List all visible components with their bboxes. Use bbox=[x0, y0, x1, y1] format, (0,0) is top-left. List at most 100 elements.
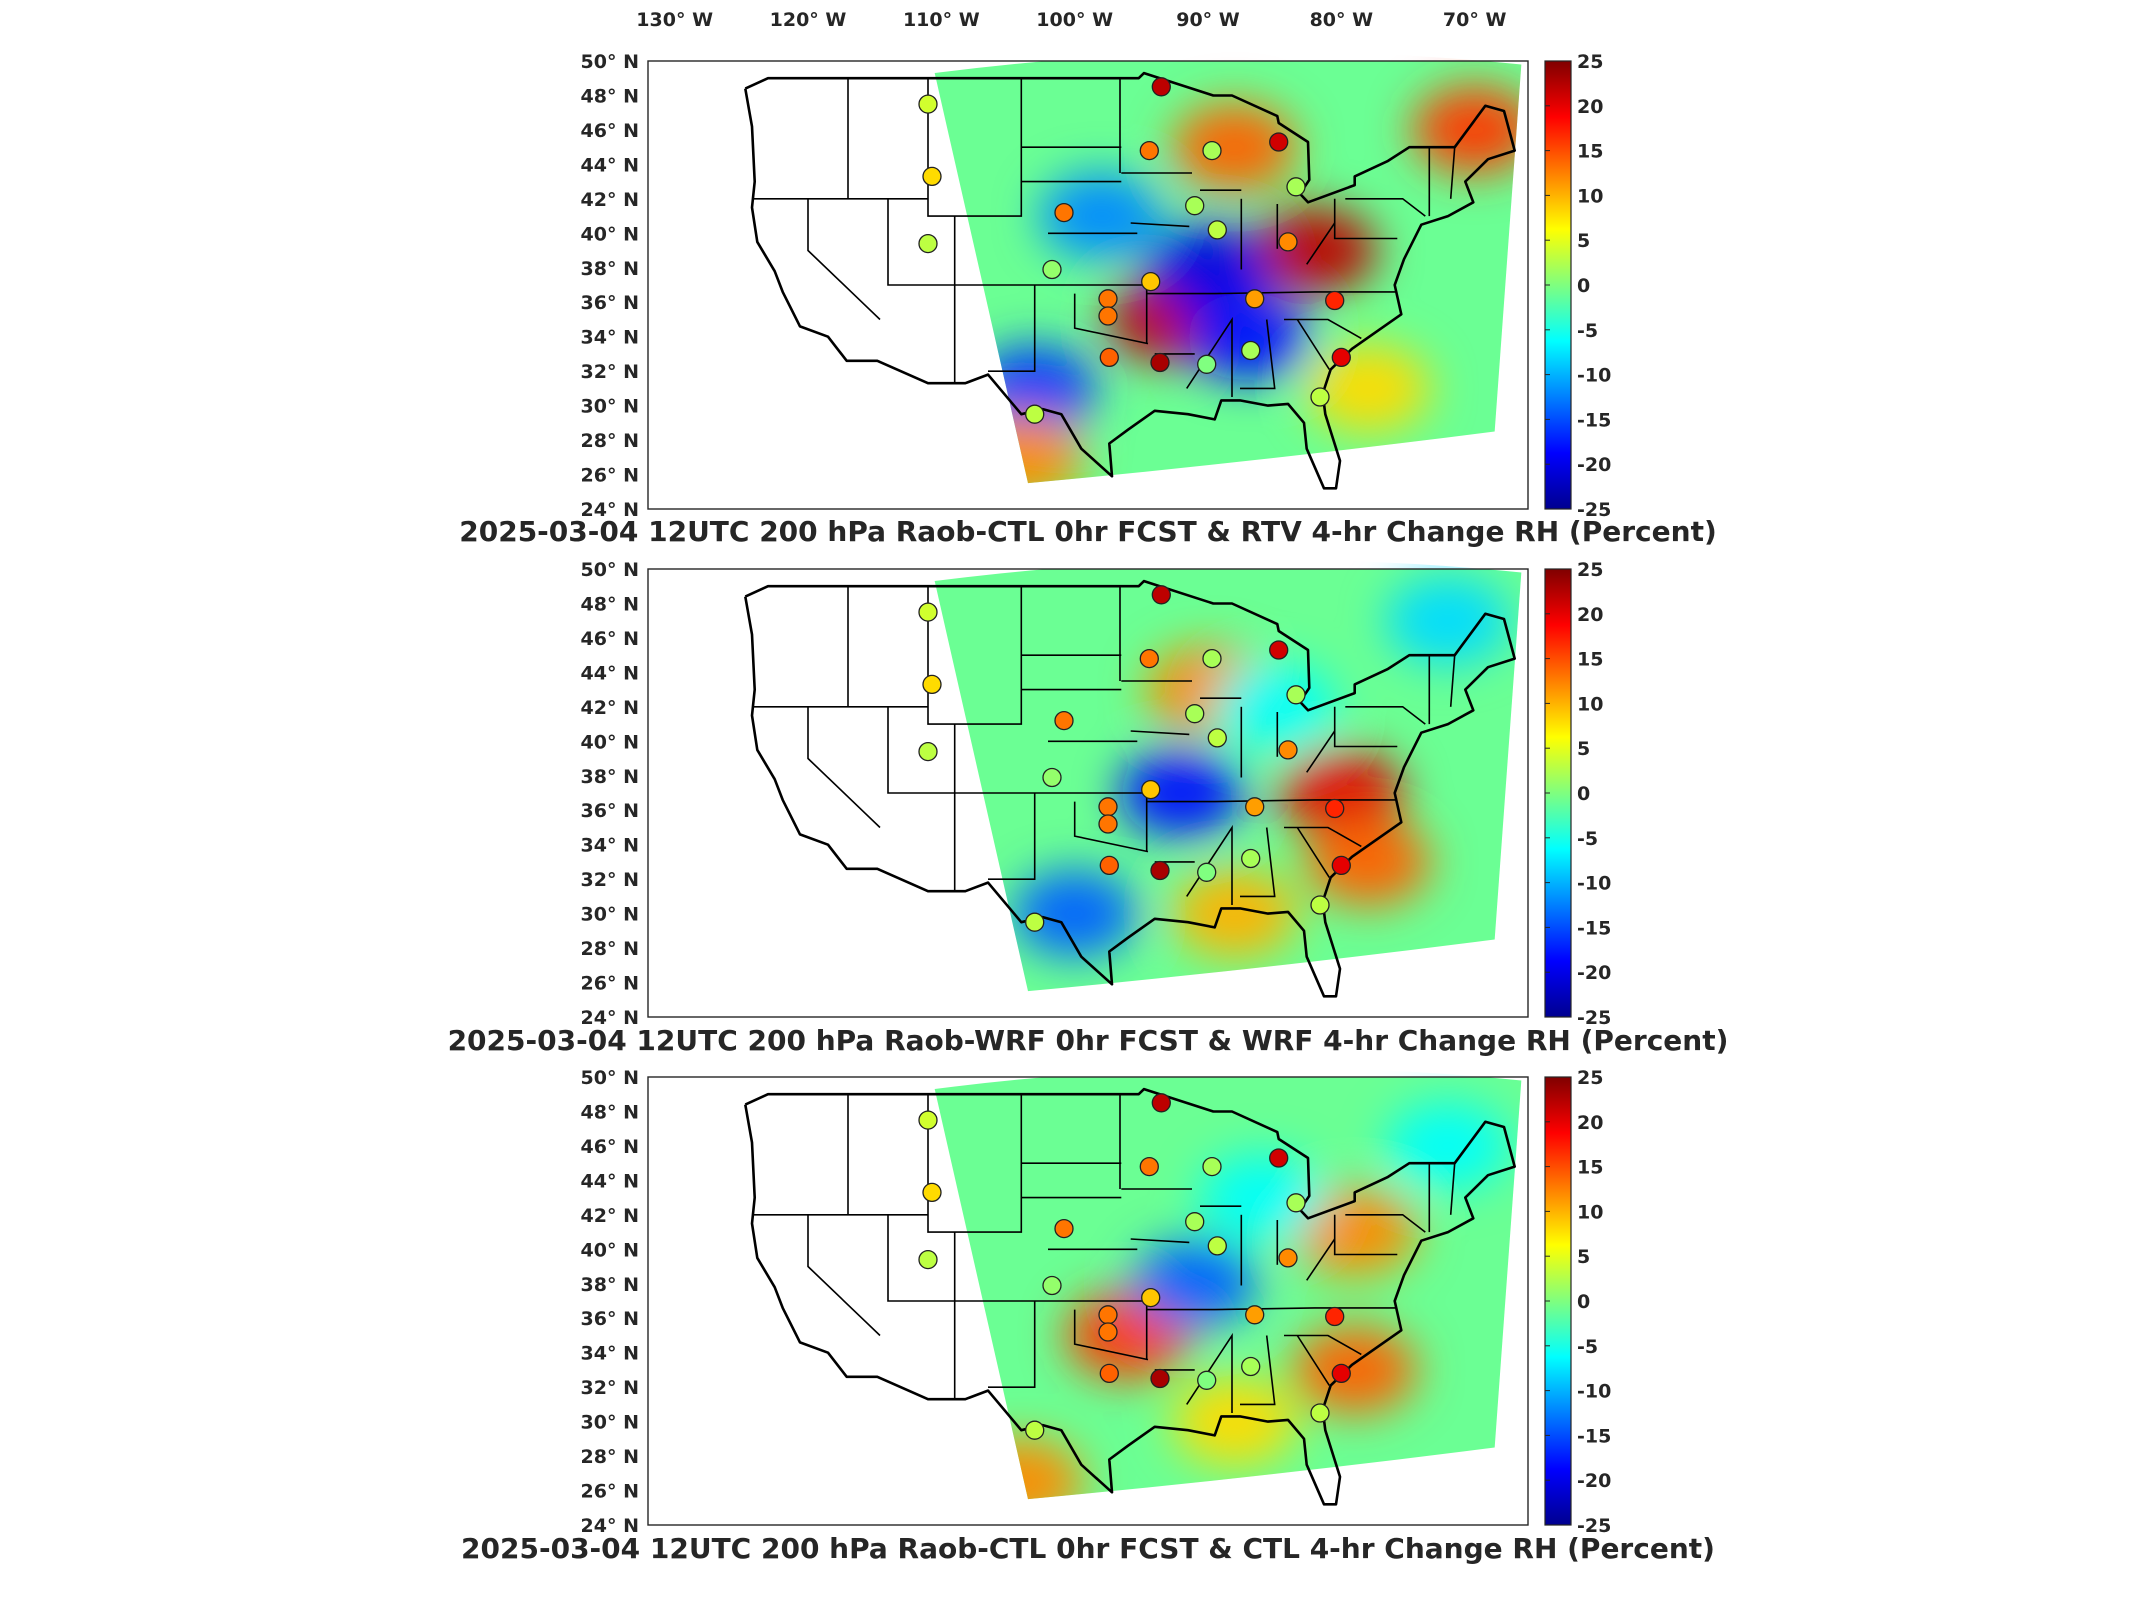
colorbar-tick-label: 5 bbox=[1577, 738, 1590, 760]
state-boundary bbox=[1296, 827, 1330, 878]
colorbar-tick-label: 5 bbox=[1577, 1246, 1590, 1268]
field-anomaly bbox=[1172, 869, 1297, 958]
field-anomaly bbox=[1386, 1101, 1510, 1190]
field-anomaly bbox=[1306, 344, 1430, 433]
colorbar-tick-label: -10 bbox=[1577, 1381, 1611, 1403]
lat-tick-label: 30° N bbox=[581, 904, 639, 926]
lat-tick-label: 42° N bbox=[581, 1205, 639, 1227]
colorbar-tick-label: -5 bbox=[1577, 1336, 1598, 1358]
colorbar-tick-label: 25 bbox=[1577, 559, 1603, 581]
field-anomaly bbox=[1119, 749, 1244, 837]
raob-station-marker bbox=[1245, 1305, 1265, 1325]
colorbar-tick-label: 20 bbox=[1577, 1112, 1603, 1134]
raob-station-marker bbox=[1207, 220, 1227, 240]
colorbar-tick-label: 5 bbox=[1577, 230, 1590, 252]
lat-tick-label: 36° N bbox=[581, 292, 639, 314]
raob-station-marker bbox=[1202, 140, 1222, 161]
colorbar-tick-label: -15 bbox=[1577, 1425, 1611, 1447]
lat-tick-label: 36° N bbox=[581, 800, 639, 822]
colorbar-tick-label: 15 bbox=[1577, 141, 1603, 163]
state-boundary bbox=[1073, 801, 1149, 853]
colorbar-tick-label: 15 bbox=[1577, 1157, 1603, 1179]
raob-station-marker bbox=[1185, 1212, 1205, 1232]
state-boundary bbox=[1240, 1335, 1276, 1406]
colorbar-tick-label: -25 bbox=[1577, 1515, 1611, 1537]
lat-tick-label: 46° N bbox=[581, 628, 639, 650]
state-boundary bbox=[1284, 318, 1362, 340]
colorbar-tick-label: -25 bbox=[1577, 499, 1611, 521]
state-boundary bbox=[1130, 730, 1190, 736]
colorbar-tick-label: -10 bbox=[1577, 365, 1611, 387]
field-anomaly bbox=[1132, 1239, 1257, 1328]
raob-station-marker bbox=[1025, 404, 1045, 424]
state-boundary bbox=[1073, 293, 1149, 345]
raob-station-marker bbox=[1042, 1275, 1062, 1296]
raob-station-marker bbox=[922, 674, 942, 695]
state-boundary bbox=[887, 198, 1048, 286]
state-boundary bbox=[1240, 319, 1276, 390]
lat-tick-label: 36° N bbox=[581, 1308, 639, 1330]
lat-tick-label: 40° N bbox=[581, 731, 639, 753]
lat-tick-label: 28° N bbox=[581, 938, 639, 960]
field-anomaly bbox=[1186, 292, 1310, 381]
raob-station-marker bbox=[918, 602, 938, 622]
state-boundary bbox=[1345, 1214, 1426, 1233]
plot-frame bbox=[647, 60, 1529, 510]
raob-station-marker bbox=[1202, 1156, 1222, 1177]
raob-station-marker bbox=[1202, 648, 1222, 669]
raob-station-marker bbox=[1025, 1420, 1045, 1440]
field-anomaly bbox=[1172, 1377, 1297, 1466]
lat-tick-label: 24° N bbox=[581, 499, 639, 521]
raob-station-marker bbox=[1269, 640, 1289, 660]
raob-station-marker bbox=[1042, 259, 1062, 280]
colorbar-tick-label: -20 bbox=[1577, 1470, 1611, 1492]
state-boundary bbox=[1284, 826, 1362, 848]
lat-tick-label: 50° N bbox=[581, 51, 639, 73]
raob-station-marker bbox=[1099, 855, 1119, 876]
raob-station-marker bbox=[1054, 202, 1074, 223]
coastline bbox=[744, 1087, 1516, 1506]
raob-station-marker bbox=[1197, 354, 1217, 374]
colorbar-tick-label: 20 bbox=[1577, 96, 1603, 118]
raob-station-marker bbox=[1141, 271, 1161, 292]
lat-tick-label: 44° N bbox=[581, 662, 639, 684]
lat-tick-label: 48° N bbox=[581, 85, 639, 107]
state-boundary bbox=[988, 285, 1036, 372]
lon-tick-label: 120° W bbox=[770, 9, 847, 31]
state-boundary bbox=[1306, 222, 1336, 265]
raob-station-marker bbox=[1150, 1368, 1170, 1389]
raob-station-marker bbox=[1269, 1148, 1289, 1168]
field-anomaly bbox=[1306, 817, 1430, 906]
state-boundary bbox=[1449, 147, 1456, 199]
raob-station-marker bbox=[1278, 740, 1298, 760]
raob-station-marker bbox=[922, 166, 942, 187]
colorbar-tick-label: 25 bbox=[1577, 51, 1603, 73]
raob-station-marker bbox=[918, 94, 938, 114]
raob-station-marker bbox=[1310, 387, 1330, 407]
lat-tick-label: 32° N bbox=[581, 1377, 639, 1399]
colorbar-tick-label: 0 bbox=[1577, 1291, 1590, 1313]
panel-1: 50° N 48° N 46° N 44° N 42° N 40° N 38° N 36° N… bbox=[459, 51, 1717, 548]
colorbar-tick-label: -20 bbox=[1577, 962, 1611, 984]
lon-tick-label: 70° W bbox=[1443, 9, 1507, 31]
raob-station-marker bbox=[918, 1249, 938, 1270]
state-boundary bbox=[807, 1214, 881, 1337]
colorbar-tick-label: 10 bbox=[1577, 693, 1603, 715]
colorbar-tick-label: 10 bbox=[1577, 1201, 1603, 1223]
state-boundary bbox=[807, 198, 881, 321]
state-boundary bbox=[1345, 198, 1426, 217]
lat-tick-label: 34° N bbox=[581, 1343, 639, 1365]
raob-station-marker bbox=[1286, 685, 1306, 705]
raob-station-marker bbox=[1310, 895, 1330, 915]
lat-tick-label: 42° N bbox=[581, 697, 639, 719]
panel-title: 2025-03-04 12UTC 200 hPa Raob-CTL 0hr FC… bbox=[461, 1532, 1715, 1565]
lat-tick-label: 28° N bbox=[581, 1446, 639, 1468]
lat-tick-label: 38° N bbox=[581, 766, 639, 788]
colorbar-tick-label: 20 bbox=[1577, 604, 1603, 626]
raob-station-marker bbox=[922, 1182, 942, 1203]
lat-tick-label: 40° N bbox=[581, 223, 639, 245]
raob-station-marker bbox=[1278, 232, 1298, 252]
raob-station-marker bbox=[918, 233, 938, 254]
raob-station-marker bbox=[1054, 710, 1074, 731]
lat-tick-label: 48° N bbox=[581, 1101, 639, 1123]
